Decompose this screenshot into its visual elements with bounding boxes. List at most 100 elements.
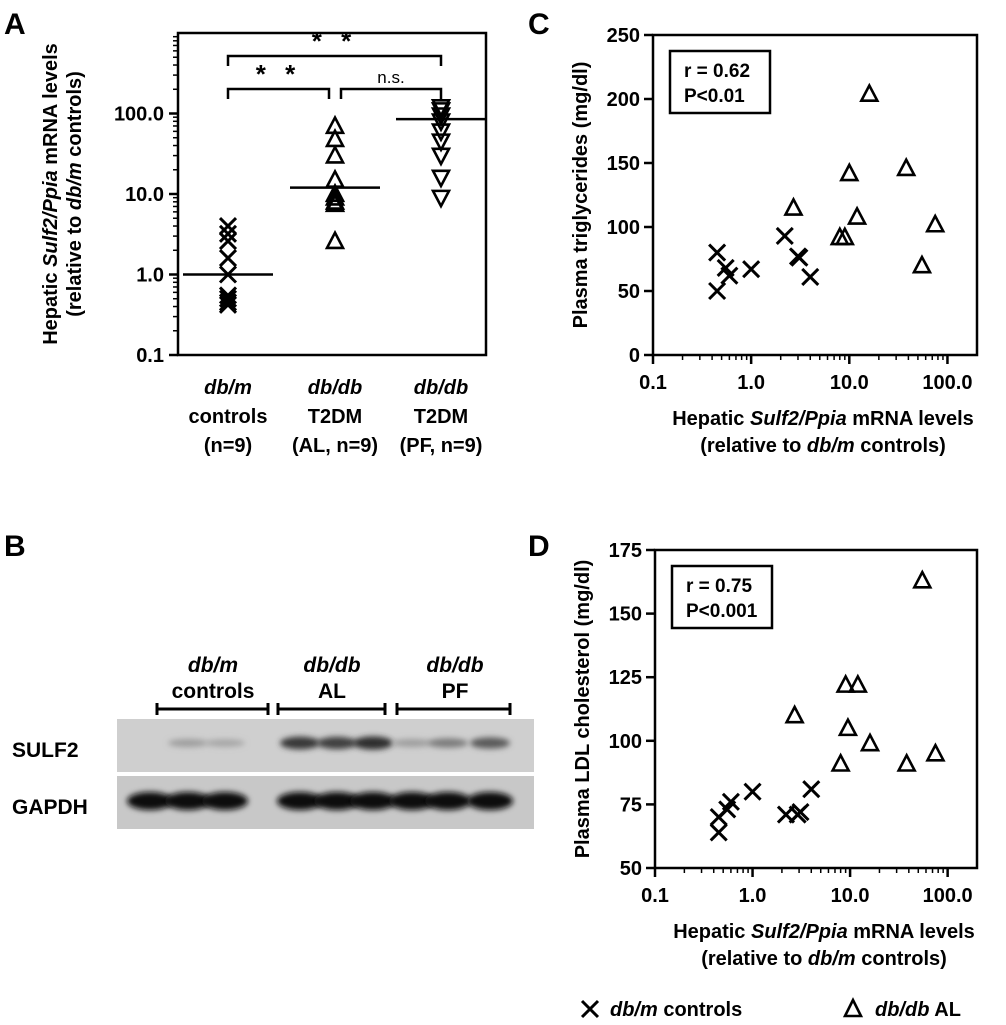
y-tick-label: 50: [618, 281, 640, 303]
y-axis-title-text: Plasma LDL cholesterol (mg/dl): [572, 560, 594, 859]
data-point-triangle-up: [830, 752, 851, 772]
blot-group-1-line1: db/m: [188, 654, 238, 677]
y-tick-label: 1.0: [136, 265, 164, 287]
data-point-triangle-up: [896, 156, 917, 177]
sulf2-band: [317, 736, 357, 750]
y-tick-label: 100: [607, 217, 640, 239]
y-tick-label: 250: [607, 25, 640, 47]
stats-line-1: r = 0.62: [684, 61, 750, 82]
blot-row-label-gapdh: GAPDH: [12, 796, 88, 819]
data-point-triangle-up: [847, 673, 868, 693]
significance-bracket: [339, 87, 443, 99]
sulf2-bands: [168, 736, 510, 750]
gapdh-band: [350, 792, 396, 810]
blot-group-label-2: db/db AL: [303, 654, 360, 703]
blot-group-label-3: db/db PF: [426, 654, 483, 703]
data-point-x: [218, 232, 238, 251]
data-point-x: [742, 260, 761, 279]
gapdh-band: [425, 792, 471, 810]
data-point-x: [218, 293, 238, 312]
blot-group-2-line1: db/db: [303, 654, 360, 677]
group-label-2-line2: T2DM: [308, 406, 362, 428]
x-axis-title-line1: Hepatic Sulf2/Ppia mRNA levels: [672, 408, 974, 430]
data-point-x: [709, 823, 728, 842]
stats-box: [668, 49, 772, 115]
data-point-x: [218, 249, 238, 268]
blot-group-3-line2: PF: [442, 680, 469, 703]
group-label-1-line1: db/m: [204, 377, 252, 399]
data-point-triangle-down: [430, 189, 452, 209]
data-point-x: [720, 266, 739, 285]
y-axis-title-line2: (relative to db/m controls): [64, 71, 86, 317]
sulf2-band: [470, 737, 510, 749]
data-point-triangle-up: [925, 742, 946, 762]
data-point-triangle-down: [430, 147, 452, 167]
svg-text:db/db AL: db/db AL: [875, 999, 961, 1020]
y-tick-label: 175: [609, 540, 642, 562]
data-point-x: [708, 243, 727, 262]
sulf2-band: [280, 736, 320, 750]
group-label-1-line3: (n=9): [204, 435, 252, 457]
data-point-x: [218, 216, 238, 236]
panel-a-chart: 0.1 1.0 10.0 100.0 Hepatic Sulf2/Ppia mRNA l…: [40, 26, 488, 457]
data-point-triangle-up: [324, 229, 346, 250]
data-point-triangle-up: [925, 213, 946, 233]
blot-group-label-1: db/m controls: [172, 654, 255, 703]
panel-b-blot: db/m controls db/db AL db/db PF SULF2 GA…: [12, 654, 534, 829]
y-tick-label: 50: [620, 858, 642, 880]
sulf2-band: [168, 739, 208, 747]
data-point-x: [802, 780, 821, 799]
x-tick-label: 100.0: [923, 885, 973, 907]
data-point-triangle-up: [859, 732, 881, 752]
data-point-triangle-up: [837, 716, 859, 737]
significance-bracket: [226, 87, 331, 99]
stats-line-2: P<0.01: [684, 86, 745, 107]
svg-text:db/m controls: db/m controls: [610, 999, 742, 1020]
legend-label-1-rest: controls: [658, 999, 742, 1020]
y-tick-label: 100.0: [114, 104, 164, 126]
panel-letter-b: B: [4, 530, 26, 563]
blot-group-2-line2: AL: [318, 680, 346, 703]
group-label-2-line3: (AL, n=9): [292, 435, 378, 457]
data-point-triangle-up: [324, 182, 346, 203]
panel-letter-c: C: [528, 8, 550, 41]
blot-row-label-sulf2: SULF2: [12, 739, 79, 762]
data-point-x: [743, 782, 762, 801]
sulf2-band: [353, 736, 393, 750]
sulf2-band: [392, 739, 432, 747]
y-tick-label: 150: [609, 604, 642, 626]
data-point-triangle-up: [784, 704, 805, 724]
y-tick-label: 0: [629, 345, 640, 367]
significance-label: * *: [256, 59, 301, 89]
data-point-triangle-up: [911, 254, 933, 274]
significance-label: n.s.: [377, 68, 404, 87]
legend-item-db-db: db/db AL: [842, 997, 961, 1021]
data-point-triangle-up: [324, 192, 346, 213]
data-point-triangle-up: [839, 162, 860, 182]
plot-frame: [653, 548, 979, 870]
group-label-3-line3: (PF, n=9): [400, 435, 483, 457]
data-point-x: [775, 226, 794, 246]
legend-label-1-italic: db/m: [610, 999, 658, 1020]
significance-label: * *: [312, 26, 357, 56]
y-tick-label: 75: [620, 794, 642, 816]
data-point-x: [218, 295, 238, 314]
x-axis-title-line1: Hepatic Sulf2/Ppia mRNA levels: [673, 921, 975, 943]
group-label-3-line1: db/db: [414, 377, 468, 399]
gapdh-bands: [127, 792, 513, 810]
data-point-triangle-up: [324, 144, 346, 164]
data-point-triangle-down: [430, 123, 452, 143]
x-tick-label: 10.0: [831, 885, 870, 907]
blot-brackets: [155, 703, 512, 715]
legend-item-db-m: db/m controls: [580, 999, 742, 1021]
blot-group-3-line1: db/db: [426, 654, 483, 677]
data-point-x: [801, 267, 820, 286]
data-point-triangle-up: [834, 226, 855, 246]
data-point-triangle-up: [859, 82, 880, 102]
legend-x-marker: [580, 999, 600, 1019]
y-tick-label: 200: [607, 89, 640, 111]
data-point-triangle-down: [430, 169, 452, 189]
group-label-2-line1: db/db: [308, 377, 362, 399]
gapdh-band: [202, 792, 248, 810]
